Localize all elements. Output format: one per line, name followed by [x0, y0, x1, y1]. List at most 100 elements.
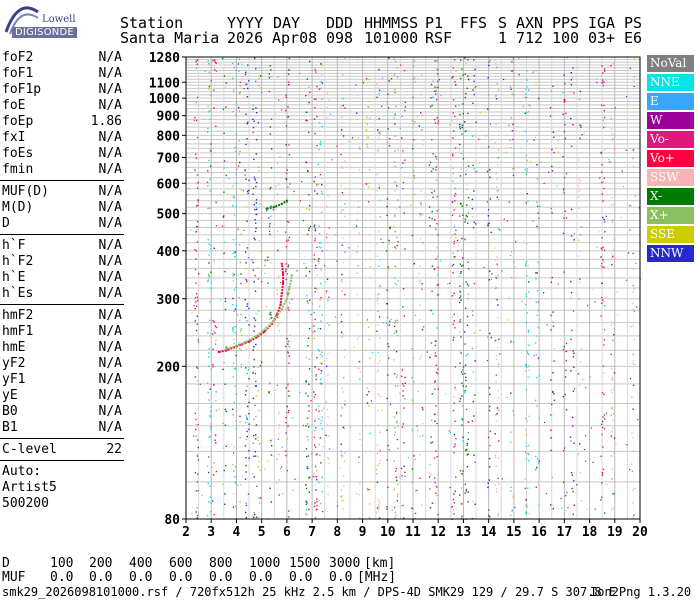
interference-dot	[233, 273, 236, 276]
interference-dot	[396, 479, 398, 482]
interference-dot	[535, 468, 537, 470]
interference-dot	[552, 391, 554, 393]
interference-dot	[305, 392, 307, 394]
interference-dot	[451, 77, 453, 79]
interference-dot	[320, 462, 322, 464]
interference-dot	[258, 67, 260, 69]
interference-dot	[232, 414, 234, 416]
interference-dot	[208, 356, 210, 358]
interference-dot	[435, 450, 437, 452]
interference-dot	[435, 297, 437, 299]
interference-dot	[610, 128, 613, 130]
param-ye: yE N/A	[2, 388, 124, 404]
noise-dot	[191, 311, 193, 313]
interference-dot	[206, 515, 209, 517]
interference-dot	[255, 438, 257, 440]
interference-dot	[255, 227, 257, 229]
interference-dot	[396, 500, 399, 502]
interference-dot	[247, 493, 250, 495]
noise-dot	[617, 314, 619, 316]
interference-dot	[538, 227, 540, 230]
interference-dot	[287, 307, 289, 309]
interference-dot	[327, 416, 329, 418]
interference-dot	[208, 501, 210, 503]
interference-dot	[436, 327, 438, 329]
interference-dot	[534, 399, 537, 402]
interference-dot	[633, 450, 635, 452]
interference-dot	[394, 277, 396, 279]
interference-dot	[314, 318, 316, 321]
interference-dot	[254, 451, 257, 453]
interference-dot	[356, 338, 359, 340]
noise-dot	[423, 326, 425, 328]
interference-dot	[570, 440, 572, 442]
interference-dot	[314, 366, 316, 368]
interference-dot	[225, 465, 227, 467]
interference-dot	[613, 299, 616, 301]
noise-dot	[604, 149, 606, 151]
interference-dot	[245, 143, 247, 146]
noise-dot	[599, 177, 601, 179]
param-label: D	[2, 216, 10, 231]
interference-dot	[452, 153, 454, 155]
interference-dot	[247, 192, 249, 195]
interference-dot	[232, 77, 234, 79]
interference-dot	[467, 112, 469, 115]
interference-dot	[320, 383, 323, 385]
interference-dot	[462, 113, 464, 115]
interference-dot	[248, 179, 250, 182]
interference-dot	[208, 348, 210, 350]
interference-dot	[252, 349, 254, 351]
interference-dot	[248, 189, 250, 192]
interference-dot	[316, 356, 318, 359]
interference-dot	[526, 506, 528, 508]
interference-dot	[245, 348, 248, 350]
interference-dot	[288, 84, 290, 86]
interference-dot	[305, 95, 307, 97]
interference-dot	[603, 187, 605, 190]
noise-dot	[394, 165, 396, 167]
interference-dot	[601, 433, 603, 436]
interference-dot	[535, 278, 537, 280]
interference-dot	[435, 258, 437, 260]
interference-dot	[525, 511, 528, 513]
interference-dot	[411, 119, 414, 122]
echo-point	[273, 318, 276, 322]
interference-dot	[462, 257, 464, 259]
interference-dot	[460, 249, 463, 251]
interference-dot	[487, 108, 489, 110]
legend-vo-: Vo-	[647, 131, 694, 148]
interference-dot	[368, 78, 370, 81]
noise-dot	[582, 378, 584, 380]
interference-dot	[452, 323, 454, 325]
interference-dot	[388, 145, 391, 147]
interference-dot	[284, 345, 287, 348]
interference-dot	[525, 445, 528, 448]
interference-dot	[369, 169, 371, 171]
interference-dot	[571, 145, 573, 147]
interference-dot	[418, 125, 420, 127]
noise-dot	[601, 296, 603, 299]
interference-dot	[320, 502, 322, 505]
noise-dot	[240, 363, 242, 366]
interference-dot	[455, 105, 457, 107]
interference-dot	[525, 260, 528, 263]
interference-dot	[613, 334, 615, 336]
interference-dot	[404, 101, 406, 104]
interference-dot	[254, 209, 256, 211]
interference-dot	[196, 454, 198, 456]
x-tick-label: 20	[632, 525, 648, 540]
interference-dot	[341, 171, 343, 174]
interference-dot	[414, 458, 416, 461]
interference-dot	[212, 364, 214, 366]
noise-dot	[533, 139, 535, 141]
noise-dot	[193, 305, 195, 307]
interference-dot	[553, 151, 555, 154]
interference-dot	[601, 420, 604, 423]
interference-dot	[368, 391, 370, 393]
noise-dot	[416, 116, 418, 118]
noise-dot	[495, 374, 497, 376]
interference-dot	[321, 125, 324, 128]
interference-dot	[552, 311, 554, 313]
noise-dot	[271, 76, 273, 78]
